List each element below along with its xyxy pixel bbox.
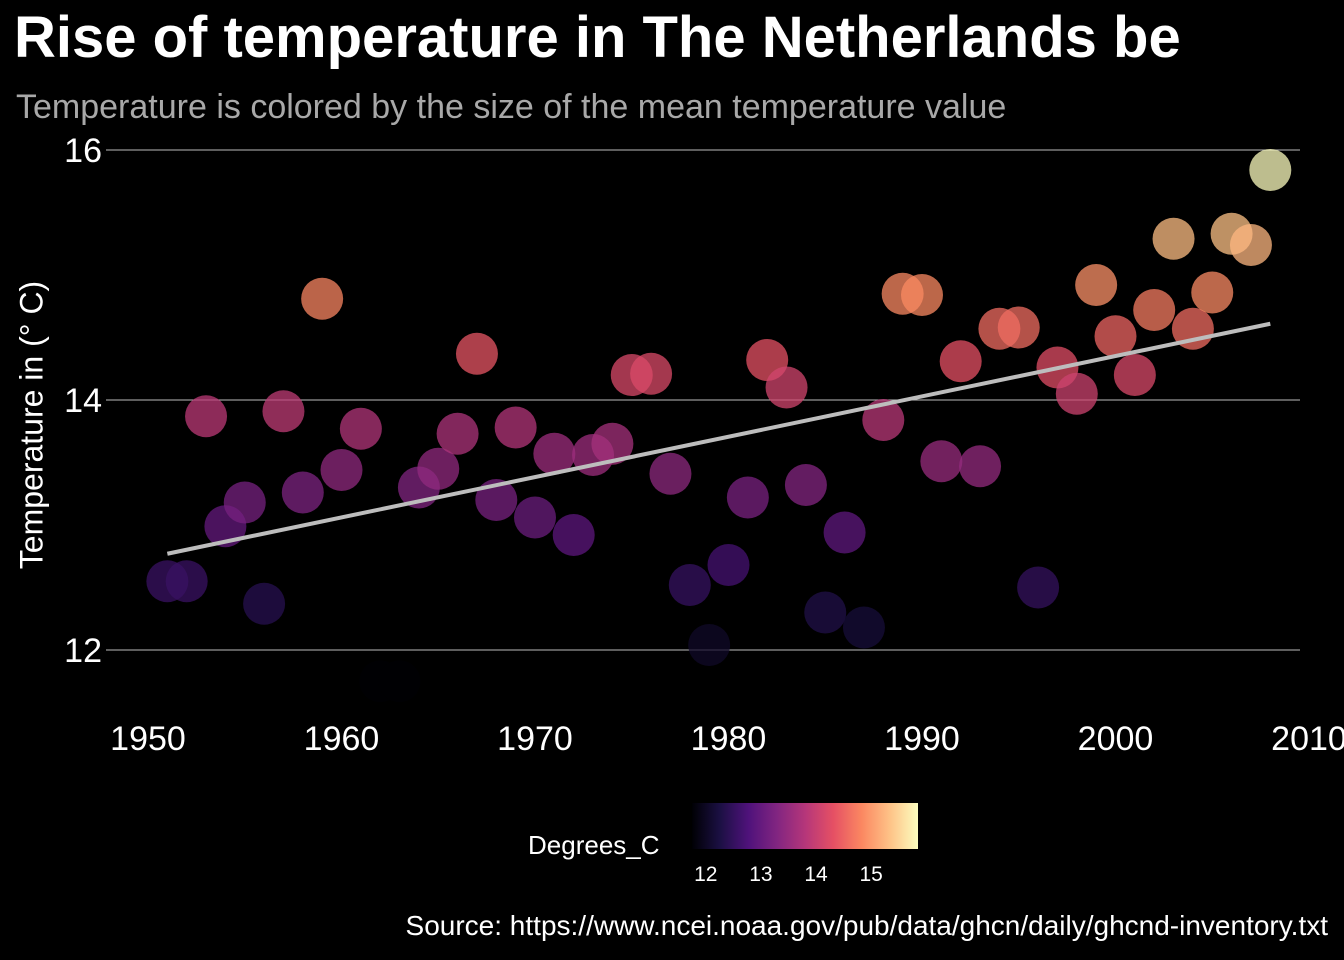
- y-tick-labels: 12 14 16: [64, 132, 102, 670]
- data-point: [1075, 264, 1118, 306]
- data-point: [591, 422, 634, 465]
- data-point: [1113, 354, 1156, 396]
- x-tick-label: 1950: [110, 720, 186, 758]
- data-point: [301, 277, 344, 320]
- data-point: [1094, 315, 1137, 358]
- data-point: [494, 406, 537, 449]
- data-point: [649, 452, 692, 495]
- data-point: [223, 481, 266, 524]
- y-tick-label: 14: [64, 382, 102, 420]
- source-caption: Source: https://www.ncei.noaa.gov/pub/da…: [405, 910, 1328, 941]
- x-tick-label: 1990: [884, 720, 960, 758]
- data-point: [901, 274, 943, 316]
- data-point: [185, 395, 228, 438]
- legend-title: Degrees_C: [528, 830, 660, 860]
- chart-subtitle: Temperature is colored by the size of th…: [16, 88, 1007, 126]
- data-point: [862, 399, 905, 441]
- y-tick-label: 16: [64, 132, 102, 170]
- x-tick-labels: 1950 1960 1970 1980 1990 2000 2010: [110, 720, 1344, 758]
- legend-tick-label: 15: [859, 863, 882, 886]
- x-tick-label: 1960: [304, 720, 380, 758]
- data-point: [339, 407, 382, 450]
- x-tick-label: 1970: [497, 720, 573, 758]
- data-point: [417, 447, 460, 490]
- data-point: [668, 564, 711, 606]
- data-point: [726, 476, 769, 519]
- data-point: [959, 445, 1002, 488]
- data-point: [514, 496, 556, 539]
- data-point: [630, 352, 673, 395]
- legend-tick-label: 13: [749, 863, 772, 886]
- data-point: [378, 660, 421, 703]
- data-point: [320, 449, 363, 491]
- trend-line: [166, 321, 1271, 556]
- legend-tick-group: 12 13 14 15: [694, 803, 883, 886]
- data-point: [1249, 149, 1292, 191]
- data-point: [1229, 224, 1272, 266]
- legend-color-bar: [692, 803, 918, 849]
- data-point: [804, 591, 847, 634]
- data-point: [1133, 289, 1176, 331]
- data-point: [997, 306, 1040, 349]
- legend-tick-label: 12: [694, 863, 717, 886]
- data-point: [1055, 372, 1098, 415]
- data-points: [146, 149, 1292, 703]
- data-point: [243, 582, 286, 625]
- y-axis-label: Temperature in (° C): [13, 280, 50, 570]
- data-point: [1191, 271, 1234, 314]
- data-point: [552, 514, 595, 556]
- data-point: [1152, 217, 1195, 260]
- data-point: [707, 544, 750, 586]
- data-point: [688, 624, 731, 666]
- x-tick-label: 1980: [691, 720, 767, 758]
- data-point: [475, 479, 518, 521]
- data-point: [939, 340, 982, 383]
- y-tick-label: 12: [64, 632, 102, 670]
- data-point: [533, 432, 576, 475]
- data-point: [842, 606, 885, 649]
- x-tick-label: 2000: [1078, 720, 1154, 758]
- data-point: [765, 366, 808, 409]
- data-point: [1017, 566, 1060, 609]
- data-point: [165, 560, 208, 603]
- data-point: [281, 471, 324, 514]
- chart-title: Rise of temperature in The Netherlands b…: [14, 5, 1181, 70]
- legend-tick-label: 14: [804, 863, 828, 886]
- data-point: [455, 332, 498, 375]
- data-point: [784, 464, 827, 506]
- trend-line-group: [166, 321, 1271, 556]
- data-point: [823, 511, 866, 554]
- data-point: [920, 440, 963, 483]
- x-tick-label: 2010: [1271, 720, 1344, 758]
- data-point: [262, 390, 305, 433]
- data-point: [436, 412, 479, 455]
